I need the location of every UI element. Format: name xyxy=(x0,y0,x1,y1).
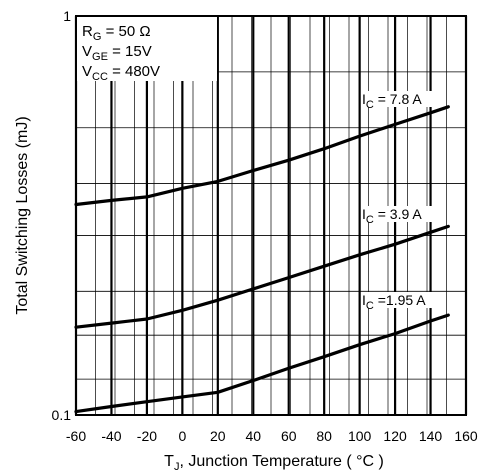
x-tick-label: 120 xyxy=(383,428,407,444)
conditions-box xyxy=(77,17,217,81)
x-axis-title-main: T xyxy=(164,453,174,470)
series-label-main: I xyxy=(362,292,366,308)
series-label-2: IC = 3.9 A xyxy=(362,206,422,226)
y-tick-label: 0.1 xyxy=(52,407,72,423)
condition-3: VCC = 480V xyxy=(82,63,160,83)
condition-sub: GE xyxy=(92,51,108,63)
condition-main: V xyxy=(82,43,92,60)
plot-frame xyxy=(75,15,467,416)
x-tick-label: 0 xyxy=(178,428,186,444)
x-axis-title: TJ, Junction Temperature ( °C ) xyxy=(164,453,384,473)
series-label-sub: C xyxy=(366,99,374,111)
y-tick-label: 1 xyxy=(63,8,71,24)
text-layer: IC = 7.8 AIC = 3.9 AIC =1.95 ARG = 50 ΩV… xyxy=(14,8,478,473)
x-tick-label: 60 xyxy=(281,428,297,444)
series-line-3 xyxy=(74,313,450,414)
series-line-1 xyxy=(74,105,450,207)
series-layer xyxy=(74,91,450,414)
x-tick-label: 140 xyxy=(419,428,443,444)
condition-value: = 480V xyxy=(108,63,160,80)
series-label-bg-1 xyxy=(361,91,442,107)
x-tick-label: -20 xyxy=(137,428,157,444)
x-tick-label: -60 xyxy=(66,428,86,444)
x-tick-label: -40 xyxy=(101,428,121,444)
condition-sub: G xyxy=(93,31,102,43)
x-tick-label: 40 xyxy=(245,428,261,444)
series-label-bg-3 xyxy=(361,292,442,308)
x-axis-title-rest: , Junction Temperature ( °C ) xyxy=(179,453,383,470)
series-label-value: = 7.8 A xyxy=(374,91,423,107)
condition-sub: CC xyxy=(92,71,108,83)
y-axis-title: Total Switching Losses (mJ) xyxy=(14,116,31,314)
series-label-1: IC = 7.8 A xyxy=(362,91,422,111)
x-axis-title-sub: J xyxy=(174,461,180,473)
condition-main: V xyxy=(82,63,92,80)
series-label-bg-2 xyxy=(361,206,442,222)
series-label-main: I xyxy=(362,91,366,107)
series-label-value: = 3.9 A xyxy=(374,206,423,222)
x-tick-label: 160 xyxy=(454,428,478,444)
condition-1: RG = 50 Ω xyxy=(82,23,151,43)
series-label-3: IC =1.95 A xyxy=(362,292,426,312)
x-tick-label: 100 xyxy=(348,428,372,444)
series-label-main: I xyxy=(362,206,366,222)
series-label-sub: C xyxy=(366,300,374,312)
series-line-2 xyxy=(74,224,450,329)
condition-value: = 15V xyxy=(108,43,152,60)
condition-value: = 50 Ω xyxy=(101,23,150,40)
condition-main: R xyxy=(82,23,93,40)
condition-2: VGE = 15V xyxy=(82,43,152,63)
series-label-sub: C xyxy=(366,214,374,226)
series-label-value: =1.95 A xyxy=(374,292,426,308)
x-tick-label: 20 xyxy=(210,428,226,444)
x-tick-label: 80 xyxy=(316,428,332,444)
